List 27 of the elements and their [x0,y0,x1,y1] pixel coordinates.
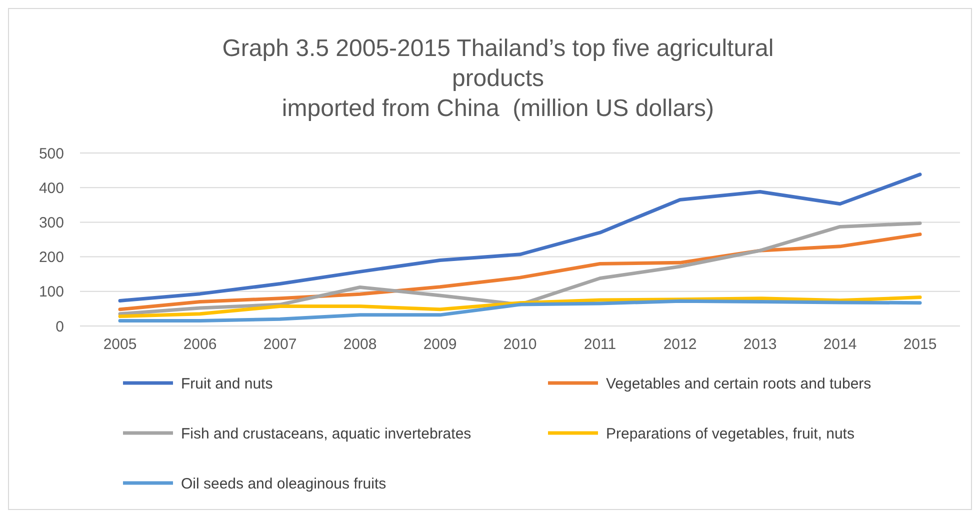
x-tick-label: 2006 [183,336,217,353]
x-tick-label: 2014 [823,336,857,353]
y-tick-label: 500 [38,145,64,162]
x-tick-label: 2015 [903,336,937,353]
x-tick-label: 2009 [423,336,457,353]
y-tick-label: 300 [38,214,64,232]
x-tick-label: 2005 [103,336,137,353]
line-series [118,172,922,302]
line-series [118,221,922,316]
x-tick-label: 2011 [584,336,616,353]
x-tick-label: 2010 [503,336,537,353]
y-tick-label: 0 [56,318,64,336]
y-tick-label: 400 [38,180,64,197]
y-tick-label: 200 [38,249,64,266]
legend-label: Oil seeds and oleaginous fruits [181,475,386,492]
y-tick-label: 100 [38,284,64,301]
legend-label: Vegetables and certain roots and tubers [606,375,872,392]
legend-label: Preparations of vegetables, fruit, nuts [606,425,854,442]
line-series [118,299,922,323]
legend-label: Fish and crustaceans, aquatic invertebrates [181,425,472,442]
line-series [118,296,922,318]
legend-label: Fruit and nuts [181,375,273,392]
chart-title: Graph 3.5 2005-2015 Thailand’s top five agricultural products imported from China (million US dollars) [222,35,774,122]
x-tick-label: 2008 [343,336,377,353]
x-tick-label: 2007 [263,336,297,353]
x-tick-label: 2012 [663,336,697,353]
x-tick-label: 2013 [743,336,777,353]
